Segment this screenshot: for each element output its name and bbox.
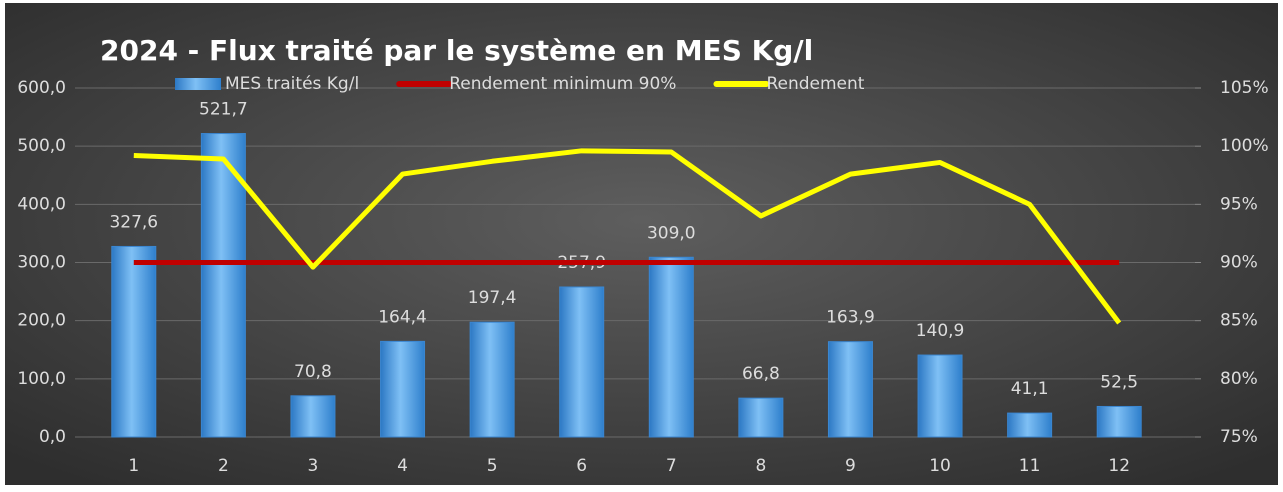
y2-tick-label: 95%	[1220, 194, 1258, 214]
y-tick-label: 0,0	[39, 427, 66, 447]
y2-tick-label: 80%	[1220, 369, 1258, 389]
x-tick-label: 2	[218, 456, 229, 476]
data-label: 309,0	[647, 223, 696, 243]
bar	[380, 340, 426, 438]
data-label: 66,8	[742, 364, 780, 384]
legend-label: Rendement minimum 90%	[449, 74, 676, 94]
data-label: 163,9	[826, 308, 875, 328]
legend-label: Rendement	[766, 74, 864, 94]
y2-tick-label: 90%	[1220, 253, 1258, 273]
y-tick-label: 300,0	[17, 253, 66, 273]
y-tick-label: 200,0	[17, 311, 66, 331]
data-label: 164,4	[378, 307, 427, 327]
x-tick-label: 9	[845, 456, 856, 476]
y-tick-label: 400,0	[17, 194, 66, 214]
bar	[200, 133, 246, 438]
x-tick-label: 3	[308, 456, 319, 476]
y-tick-label: 500,0	[17, 136, 66, 156]
x-tick-label: 10	[929, 456, 951, 476]
x-tick-label: 12	[1108, 456, 1130, 476]
y-tick-label: 100,0	[17, 369, 66, 389]
data-label: 327,6	[109, 212, 158, 232]
bar	[917, 354, 963, 438]
bar	[469, 321, 515, 438]
x-tick-label: 7	[666, 456, 677, 476]
bar	[1007, 412, 1053, 438]
data-label: 197,4	[468, 288, 517, 308]
x-tick-label: 1	[128, 456, 139, 476]
x-tick-label: 6	[576, 456, 587, 476]
x-tick-label: 4	[397, 456, 408, 476]
y2-tick-label: 100%	[1220, 136, 1269, 156]
data-label: 70,8	[294, 362, 332, 382]
legend-label: MES traités Kg/l	[225, 74, 359, 94]
x-tick-label: 8	[755, 456, 766, 476]
bar	[648, 256, 694, 438]
data-label: 140,9	[916, 321, 965, 341]
x-tick-label: 5	[487, 456, 498, 476]
y-tick-label: 600,0	[17, 78, 66, 98]
bar	[559, 286, 605, 438]
line-series	[133, 148, 1122, 325]
y2-tick-label: 105%	[1220, 78, 1269, 98]
bar	[827, 341, 873, 438]
bar	[738, 397, 784, 438]
data-label: 521,7	[199, 100, 248, 120]
y2-tick-label: 85%	[1220, 311, 1258, 331]
bar	[1096, 405, 1142, 438]
bar	[111, 245, 157, 438]
y2-tick-label: 75%	[1220, 427, 1258, 447]
data-label: 52,5	[1100, 372, 1138, 392]
legend-swatch	[175, 78, 221, 90]
bar	[290, 395, 336, 438]
x-tick-label: 11	[1019, 456, 1041, 476]
data-label: 41,1	[1011, 379, 1049, 399]
chart-title: 2024 - Flux traité par le système en MES…	[100, 34, 813, 67]
